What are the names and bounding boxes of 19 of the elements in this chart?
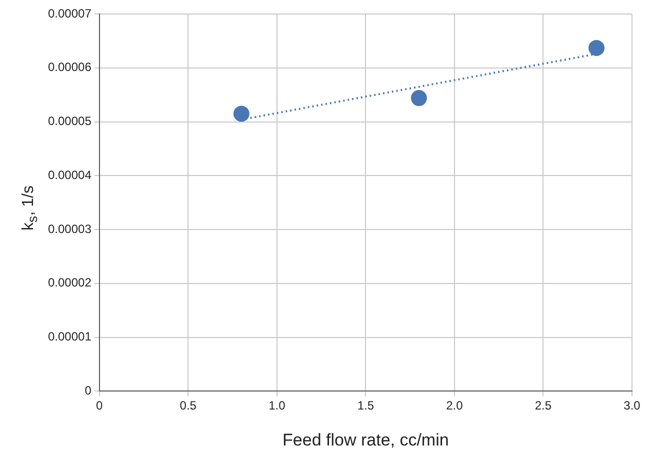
y-tick-label: 0.00001 (48, 330, 92, 344)
y-tick-label: 0.00002 (48, 276, 92, 290)
y-tick-label: 0.00005 (48, 114, 92, 128)
x-tick-label: 1.5 (357, 398, 374, 413)
x-axis-title: Feed flow rate, cc/min (282, 430, 449, 450)
y-tick-label: 0.00006 (48, 60, 92, 74)
point (410, 90, 427, 106)
point (588, 40, 604, 56)
x-tick-label: 2.0 (446, 398, 464, 413)
y-tick-label: 0.00004 (48, 168, 92, 182)
x-tick-label: 3.0 (624, 398, 641, 413)
x-tick-label: 1.0 (268, 398, 286, 413)
y-tick-label: 0.00003 (48, 222, 92, 236)
y-tick-label: 0 (84, 384, 92, 398)
x-tick-label: 0.5 (180, 398, 197, 413)
x-tick-label: 0 (96, 398, 104, 413)
y-tick-label: 0.00007 (48, 6, 92, 20)
x-tick-label: 2.5 (534, 398, 552, 413)
point (233, 106, 250, 122)
